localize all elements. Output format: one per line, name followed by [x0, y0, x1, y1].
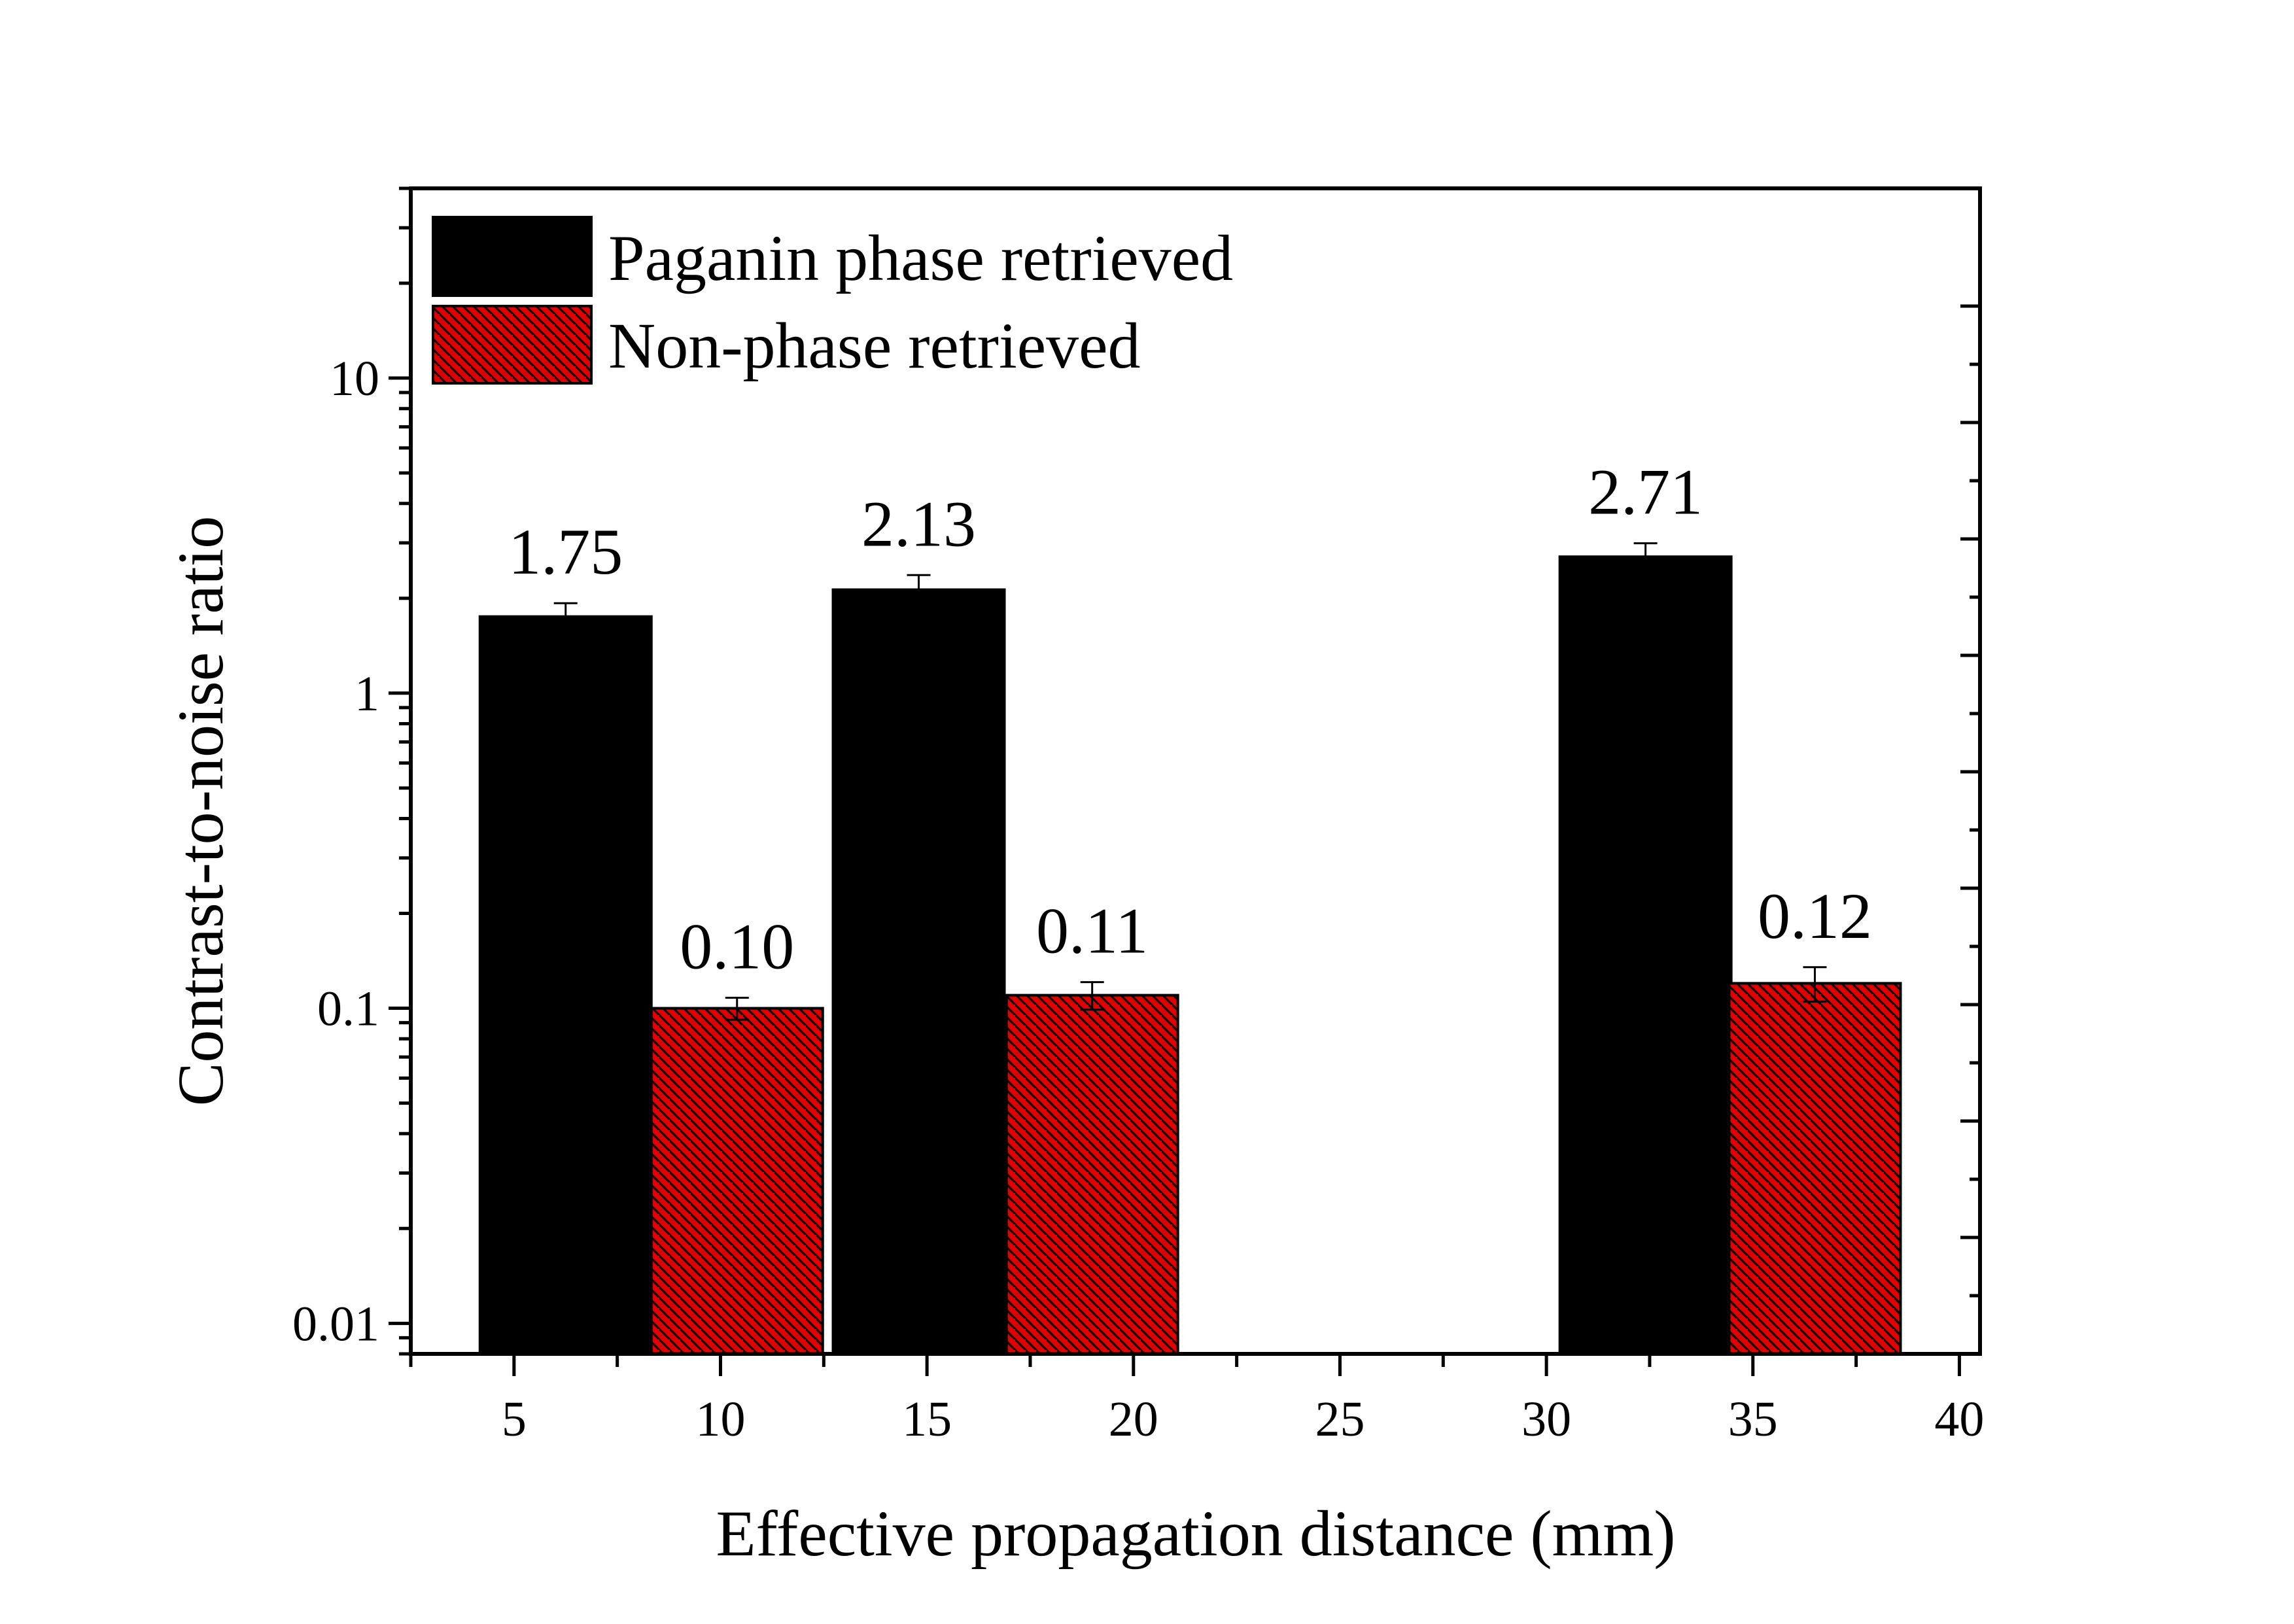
legend-label-paganin: Paganin phase retrieved: [608, 222, 1233, 294]
labels-layer: 1.75 2.13 2.71 0.10 0.11 0.12: [508, 456, 1872, 983]
x-axis-title: Effective propagation distance (mm): [716, 1497, 1675, 1570]
legend: Paganin phase retrieved Non-phase retrie…: [432, 216, 1233, 385]
x-tick-label-15: 15: [902, 1392, 952, 1447]
y-tick-label-3: 10: [330, 351, 379, 406]
x-tick-label-40: 40: [1934, 1392, 1984, 1447]
bar-nonphase-0: [650, 1007, 824, 1356]
y-tick-label-1: 0.1: [317, 982, 379, 1037]
y-tick-label-2: 1: [355, 666, 379, 721]
bar-nonphase-2: [1728, 982, 1902, 1355]
x-tick-label-20: 20: [1109, 1392, 1158, 1447]
x-tick-label-5: 5: [502, 1392, 527, 1447]
data-label-nonphase-1: 0.11: [1036, 895, 1148, 967]
x-tick-label-35: 35: [1728, 1392, 1778, 1447]
x-tick-label-30: 30: [1521, 1392, 1571, 1447]
data-label-paganin-2: 2.71: [1588, 456, 1703, 528]
y-axis-title: Contrast-to-noise ratio: [164, 516, 237, 1107]
bar-paganin-1: [831, 588, 1006, 1356]
data-label-paganin-1: 2.13: [861, 487, 976, 560]
bar-paganin-0: [478, 615, 653, 1356]
x-tick-label-10: 10: [695, 1392, 745, 1447]
legend-swatch-paganin: [432, 216, 593, 297]
x-tick-label-25: 25: [1315, 1392, 1364, 1447]
data-label-paganin-0: 1.75: [508, 515, 623, 588]
data-label-nonphase-2: 0.12: [1758, 880, 1872, 952]
bar-paganin-2: [1558, 555, 1733, 1355]
legend-swatch-nonphase: [432, 305, 593, 385]
bars-layer: [478, 542, 1902, 1356]
bar-nonphase-1: [1005, 993, 1179, 1356]
data-label-nonphase-0: 0.10: [680, 910, 794, 982]
y-tick-label-0: 0.01: [292, 1296, 379, 1351]
legend-label-nonphase: Non-phase retrieved: [608, 309, 1141, 382]
